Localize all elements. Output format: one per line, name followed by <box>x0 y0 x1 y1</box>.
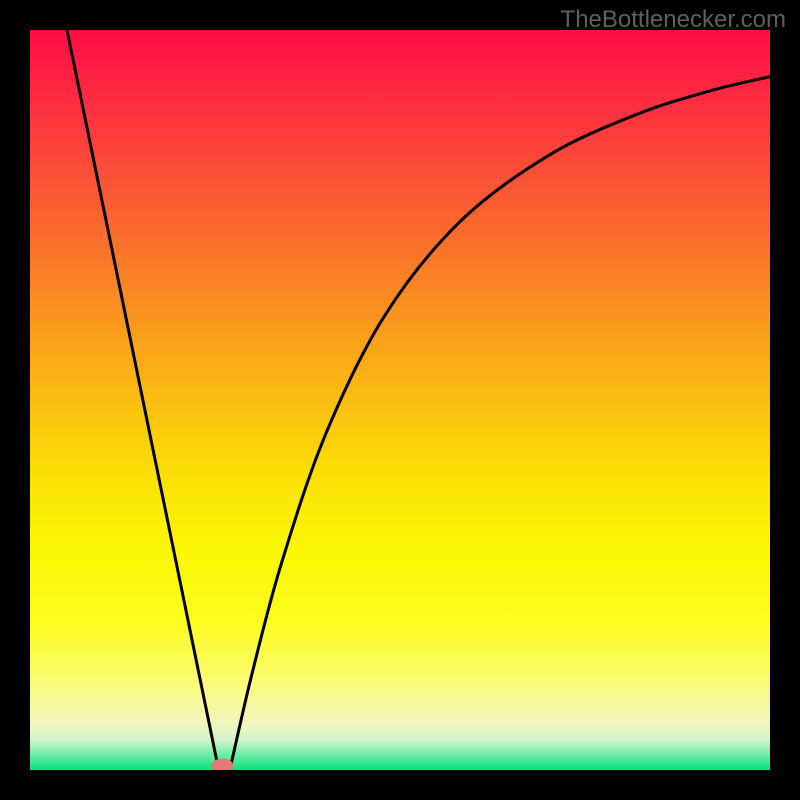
gradient-background <box>30 30 770 770</box>
bottleneck-chart <box>0 0 800 800</box>
frame-border <box>770 0 800 800</box>
chart-container: TheBottlenecker.com <box>0 0 800 800</box>
frame-border <box>0 0 800 30</box>
frame-border <box>0 0 30 800</box>
frame-border <box>0 770 800 800</box>
